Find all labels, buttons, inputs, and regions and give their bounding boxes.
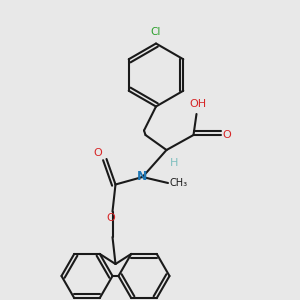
Text: O: O [93,148,102,158]
Text: H: H [170,158,178,167]
Text: CH₃: CH₃ [169,178,188,188]
Text: Cl: Cl [151,27,161,37]
Text: N: N [137,170,148,184]
Text: O: O [222,130,231,140]
Text: OH: OH [189,100,206,110]
Text: O: O [106,213,116,223]
